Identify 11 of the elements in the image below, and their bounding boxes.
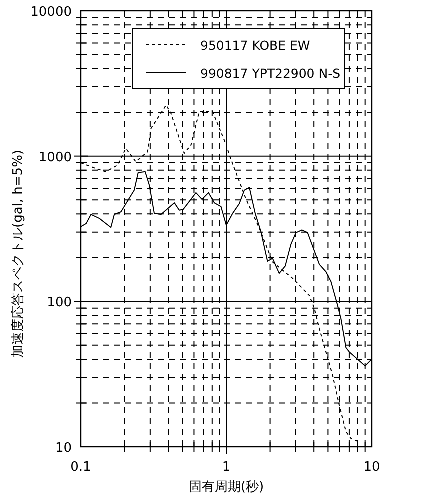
y-tick-label: 10 [55, 441, 72, 456]
y-axis-title: 加速度応答スペクトル(gal, h=5%) [10, 150, 26, 358]
y-tick-label: 100 [47, 296, 72, 311]
x-tick-label: 10 [364, 460, 380, 475]
x-axis-title: 固有周期(秒) [188, 480, 264, 495]
y-tick-label: 10000 [30, 5, 72, 20]
x-tick-label: 1 [222, 460, 231, 475]
legend-label: 950117 KOBE EW [200, 38, 310, 53]
legend-label: 990817 YPT22900 N-S [200, 66, 341, 81]
x-tick-label: 0.1 [70, 460, 92, 475]
y-tick-label: 1000 [38, 150, 72, 166]
